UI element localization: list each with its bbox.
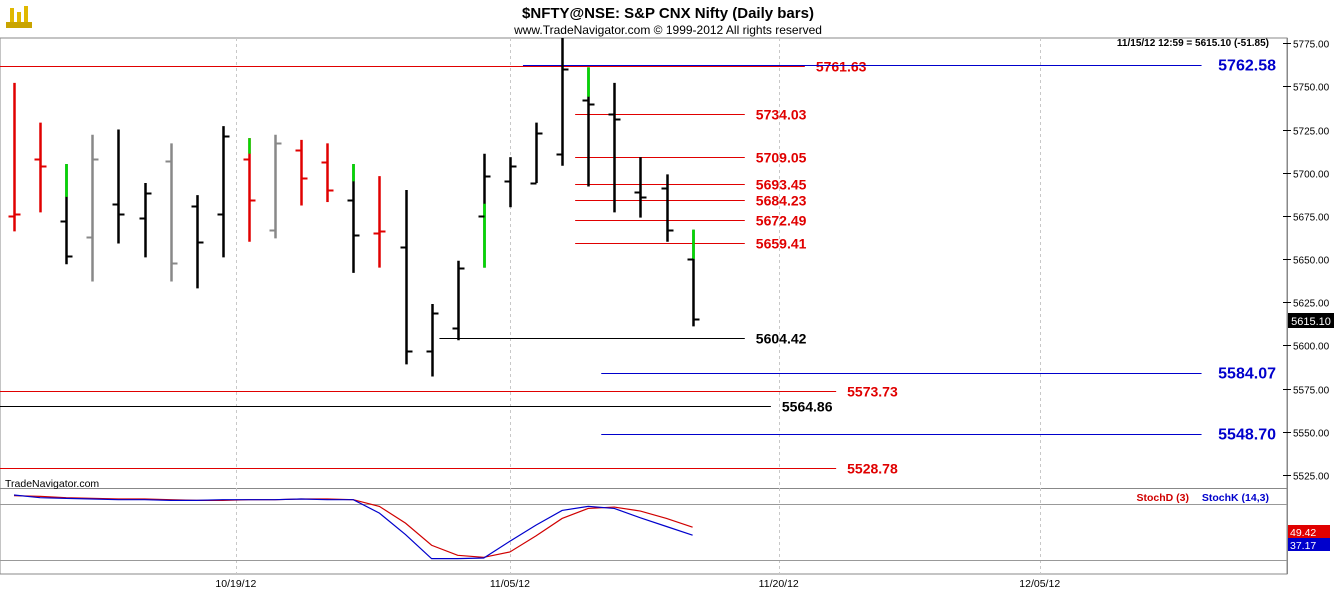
stoch-k-value: 37.17 [1290, 540, 1316, 552]
stoch-k-line [13, 494, 693, 560]
stoch-k-legend: StochK (14,3) [1202, 492, 1269, 504]
stoch-d-legend: StochD (3) [1137, 492, 1190, 504]
level-label: 5684.23 [756, 193, 807, 209]
last-price-marker [1288, 313, 1334, 328]
price-tick-label: 5700.00 [1293, 170, 1330, 181]
level-label: 5528.78 [847, 461, 898, 477]
stoch-d-value: 49.42 [1290, 527, 1316, 539]
x-tick-label: 11/20/12 [759, 578, 799, 590]
x-tick-label: 10/19/12 [215, 578, 256, 590]
level-label: 5761.63 [816, 59, 867, 75]
price-bars [8, 38, 700, 377]
price-tick-label: 5775.00 [1293, 40, 1330, 51]
level-label: 5564.86 [782, 399, 833, 415]
stochastic-panel [0, 494, 1287, 561]
axes: 10/19/12 11/05/12 11/20/12 12/05/12 5775.00 5… [215, 38, 1330, 590]
level-label: 5548.70 [1218, 427, 1276, 444]
level-label: 5584.07 [1218, 366, 1276, 383]
x-tick-label: 12/05/12 [1019, 578, 1060, 590]
quote-readout: 11/15/12 12:59 = 5615.10 (-51.85) [1117, 38, 1269, 49]
last-price-label: 5615.10 [1291, 316, 1331, 328]
price-tick-label: 5750.00 [1293, 83, 1330, 94]
stoch-d-value-box [1288, 525, 1330, 538]
price-tick-label: 5600.00 [1293, 342, 1330, 353]
stoch-k-value-box [1288, 538, 1330, 551]
chart-title: $NFTY@NSE: S&P CNX Nifty (Daily bars) [522, 5, 814, 22]
level-label: 5573.73 [847, 384, 898, 400]
price-tick-label: 5525.00 [1293, 472, 1330, 483]
level-label: 5693.45 [756, 177, 807, 193]
level-label: 5659.41 [756, 236, 807, 252]
price-tick-label: 5550.00 [1293, 429, 1330, 440]
x-tick-label: 11/05/12 [490, 578, 530, 590]
logo-icon [6, 6, 32, 28]
price-tick-label: 5725.00 [1293, 127, 1330, 138]
price-tick-label: 5675.00 [1293, 213, 1330, 224]
level-label: 5734.03 [756, 107, 807, 123]
price-tick-label: 5575.00 [1293, 386, 1330, 397]
level-label: 5604.42 [756, 331, 807, 347]
price-tick-label: 5625.00 [1293, 299, 1330, 310]
copyright-text: www.TradeNavigator.com © 1999-2012 All r… [513, 23, 822, 37]
price-levels: 5761.63 5762.58 5734.03 5709.05 5693.455684.… [0, 58, 1276, 477]
level-label: 5709.05 [756, 150, 807, 166]
logo-watermark: TradeNavigator.com [5, 478, 99, 490]
level-label: 5672.49 [756, 213, 807, 229]
level-label: 5762.58 [1218, 58, 1276, 75]
price-tick-label: 5650.00 [1293, 256, 1330, 267]
